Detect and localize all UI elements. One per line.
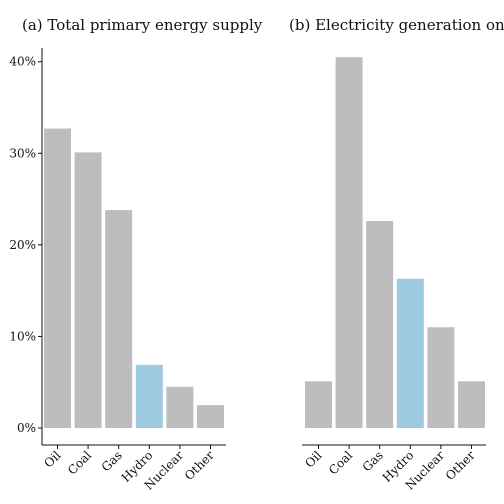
xlabel-a-oil: Oil [41, 448, 63, 470]
ytick-label-a-30: 30% [9, 146, 36, 160]
ytick-label-a-20: 20% [9, 238, 36, 252]
bar-b-nuclear [427, 327, 455, 428]
ytick-label-a-0: 0% [17, 421, 36, 435]
panel-a-plot: Oil Coal GasHydroNuclearOther0%10%20%30%40… [9, 48, 226, 493]
bar-b-hydro [396, 278, 424, 428]
panel-a-title: (a) Total primary energy supply [22, 16, 263, 34]
xlabel-a-other: Other [182, 448, 217, 483]
xlabel-b-oil: Oil [302, 448, 324, 470]
xlabel-b-coal: Coal [326, 448, 355, 477]
xlabel-b-other: Other [443, 448, 478, 483]
bar-a-nuclear [166, 386, 194, 428]
ytick-label-a-40: 40% [9, 55, 36, 69]
bar-a-coal [74, 152, 102, 428]
xlabel-b-gas: Gas [360, 448, 386, 474]
bar-b-other [458, 381, 485, 428]
bar-b-oil [305, 381, 332, 428]
xlabel-a-coal: Coal [65, 448, 94, 477]
bar-b-gas [366, 221, 394, 428]
xlabel-a-gas: Gas [99, 448, 125, 474]
bar-a-other [197, 405, 224, 428]
bar-a-oil [44, 128, 71, 428]
ytick-label-a-10: 10% [9, 329, 36, 343]
bar-b-coal [335, 57, 363, 429]
bar-a-gas [105, 210, 133, 428]
bar-a-hydro [135, 364, 163, 428]
panel-b-title: (b) Electricity generation only [289, 16, 504, 34]
